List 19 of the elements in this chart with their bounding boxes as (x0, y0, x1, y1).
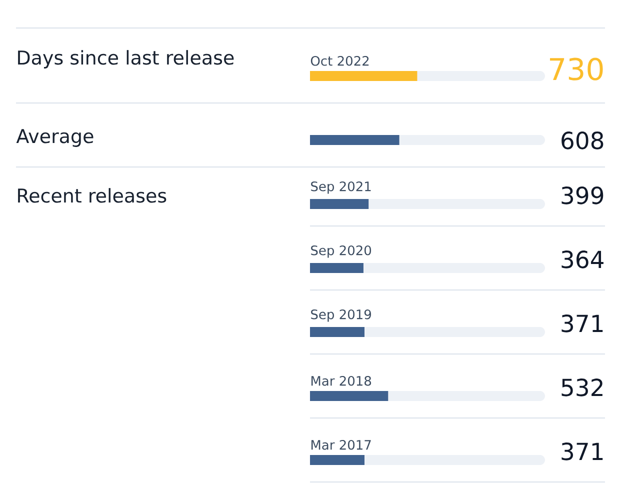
y-tick-label: Sep 2020 (311, 245, 372, 258)
y-tick-label: Sep 2019 (311, 309, 371, 322)
bar (310, 454, 364, 465)
data-label: 730 (550, 58, 603, 80)
text: Days since last release (18, 50, 234, 68)
text: Recent releases (18, 188, 166, 203)
bar (310, 262, 364, 273)
y-tick-label: Sep 2021 (311, 181, 371, 194)
data-label: 608 (562, 132, 604, 150)
data-label: 371 (562, 314, 603, 332)
data-label: 532 (562, 378, 602, 396)
y-tick-label: Oct 2022 (310, 56, 369, 66)
y-tick-label: Mar 2018 (311, 376, 372, 386)
bar (310, 326, 364, 337)
y-tick-label: Mar 2017 (311, 440, 371, 450)
text: Average (16, 129, 94, 147)
data-label: 371 (562, 442, 603, 460)
data-label: 364 (562, 250, 604, 268)
data-label: 399 (562, 186, 604, 204)
